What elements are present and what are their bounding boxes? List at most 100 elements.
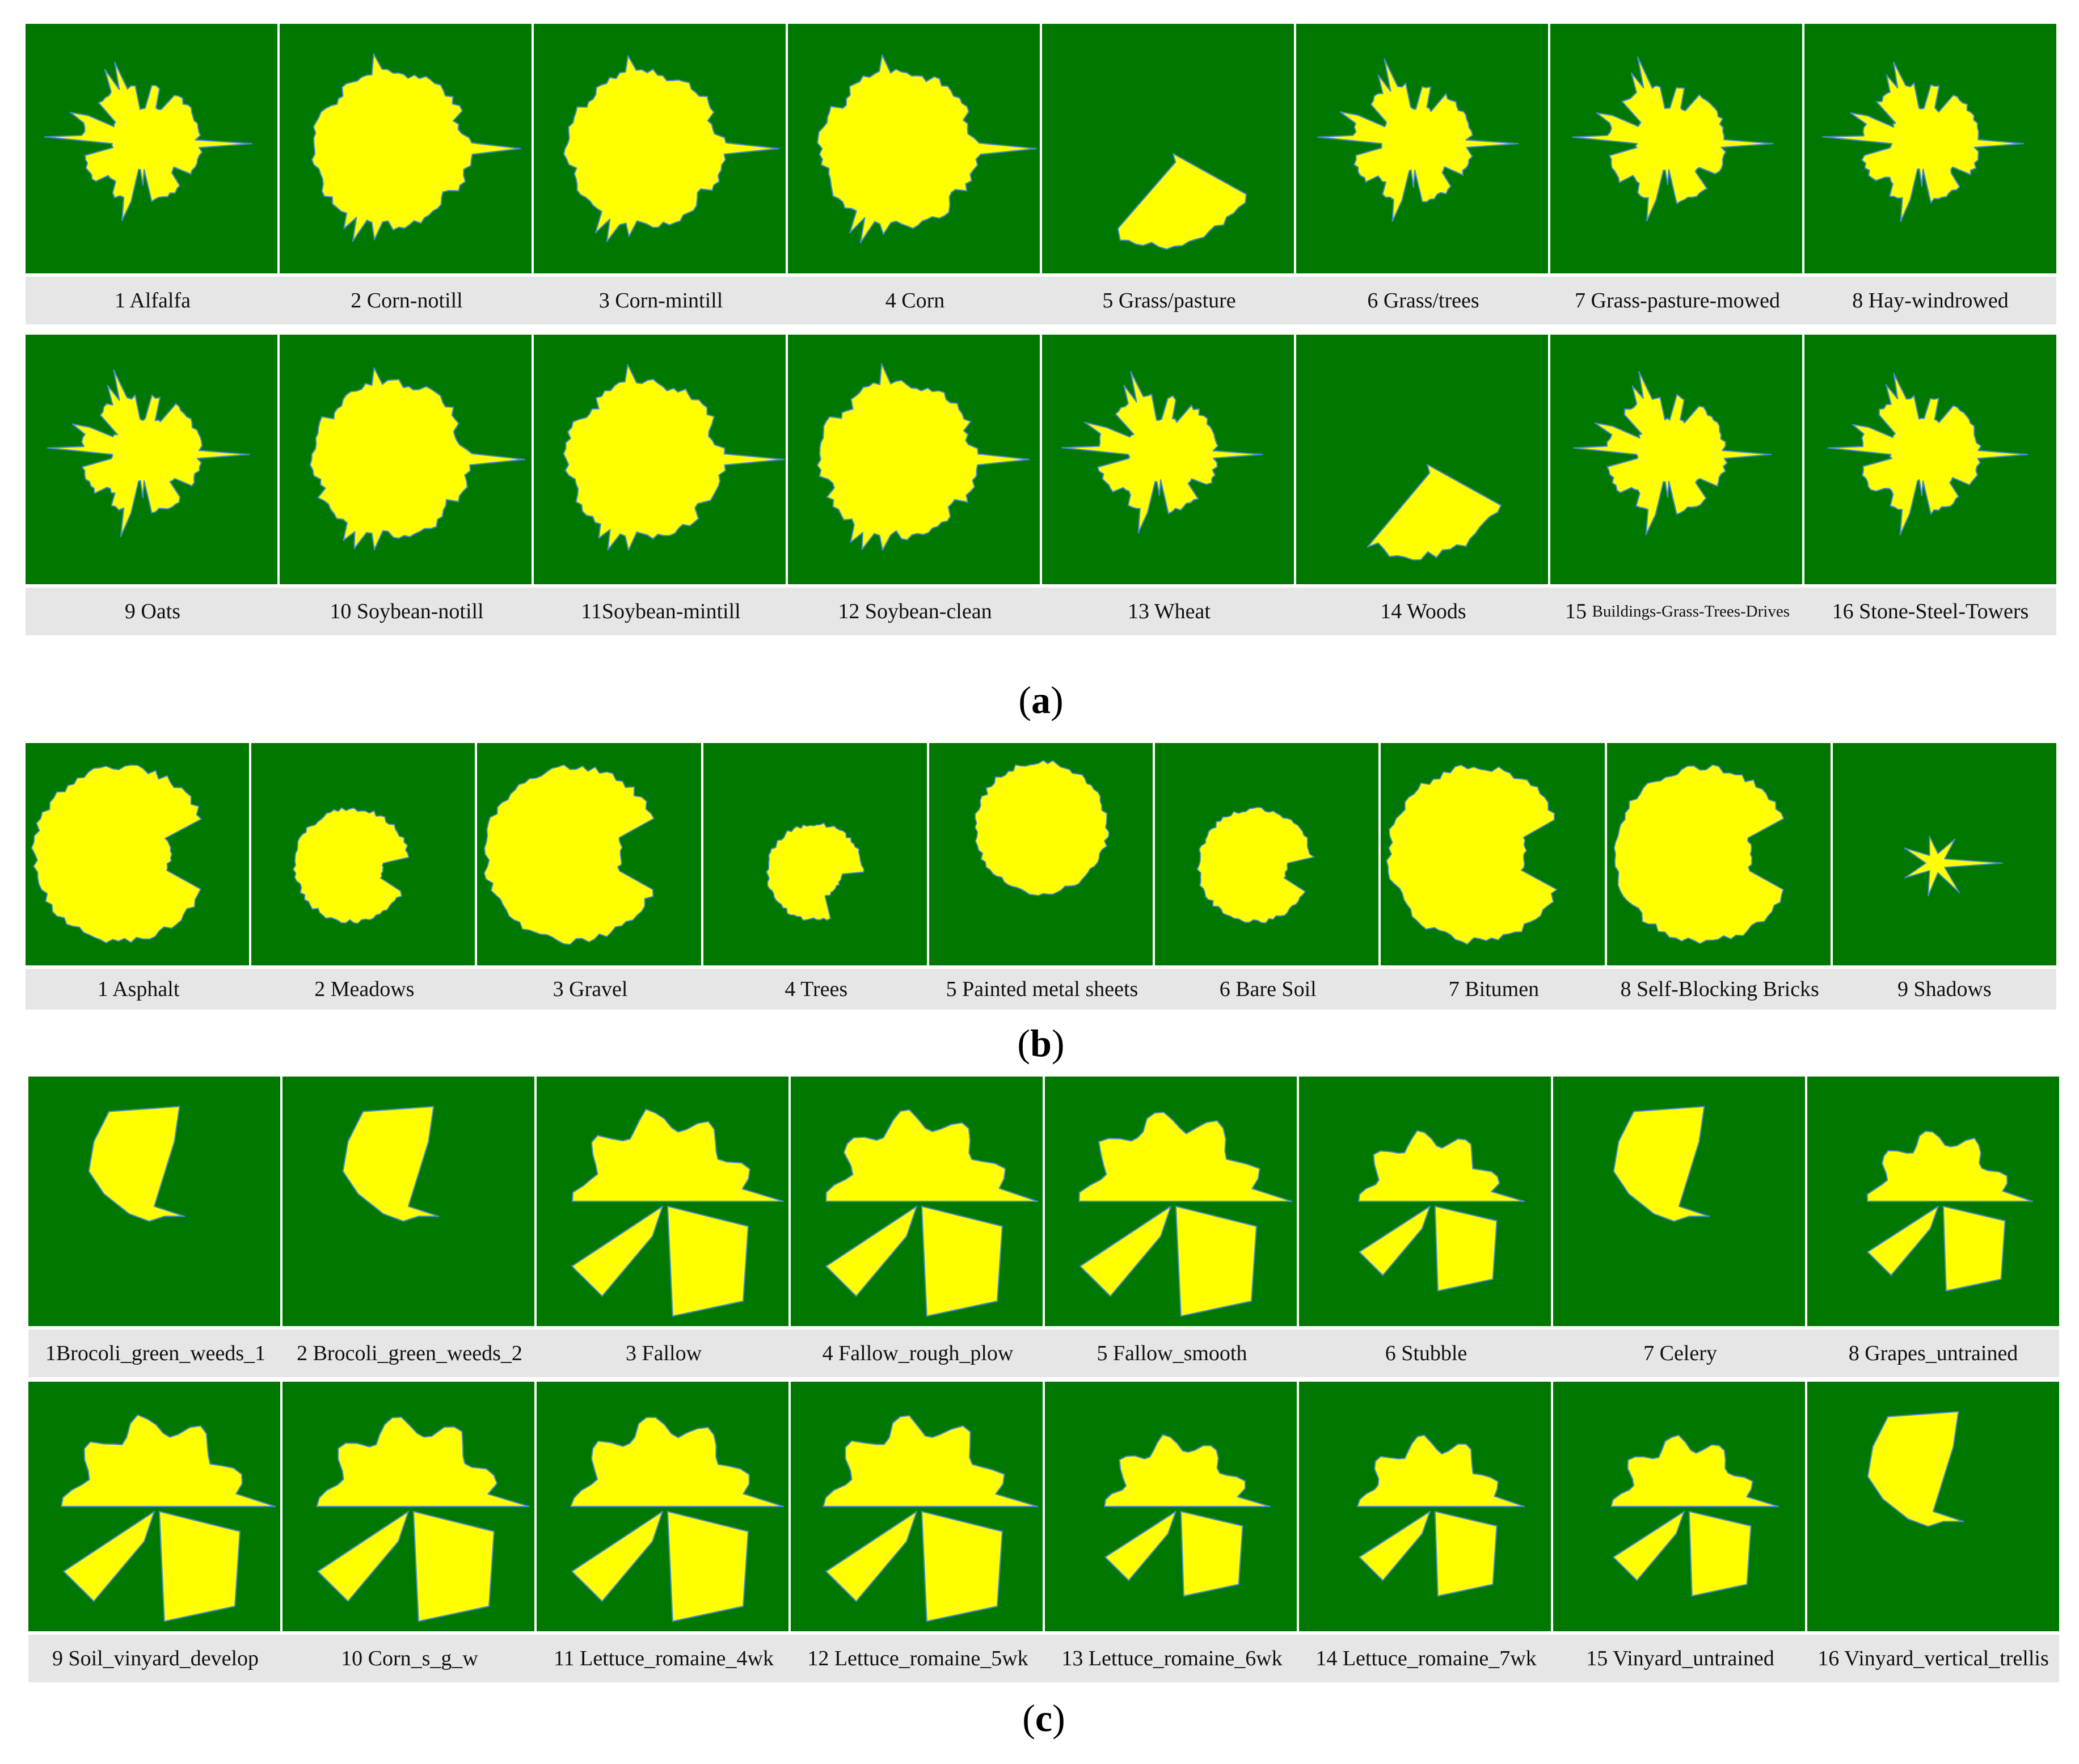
class-tile — [1802, 24, 2056, 273]
class-shape-plot — [563, 55, 780, 242]
class-label-text: 10 Soybean-notill — [330, 600, 484, 623]
class-label-text: 1 Asphalt — [97, 977, 180, 1001]
class-label: 13 Lettuce_romaine_6wk — [1045, 1635, 1299, 1682]
class-shape-plot — [484, 764, 655, 946]
panel-label-close: ) — [1051, 678, 1064, 721]
class-shape — [816, 363, 1030, 551]
class-shape-plot — [44, 61, 253, 221]
class-shape-plot — [1572, 56, 1774, 222]
class-tile — [1548, 335, 1802, 584]
class-label-text: 16 Vinyard_vertical_trellis — [1817, 1647, 2049, 1670]
class-label-text: 15 Vinyard_untrained — [1586, 1647, 1774, 1670]
class-label-text: 10 Corn_s_g_w — [341, 1647, 478, 1670]
class-label: 2 Meadows — [251, 969, 477, 1010]
class-shape — [342, 1105, 440, 1222]
class-label: 14 Lettuce_romaine_7wk — [1299, 1635, 1553, 1682]
class-label: 5 Fallow_smooth — [1045, 1330, 1299, 1377]
panel-label-open: ( — [1022, 1697, 1035, 1740]
class-label-text: 9 Oats — [124, 600, 181, 623]
class-label: 10 Corn_s_g_w — [282, 1635, 537, 1682]
panel-b-row-1 — [26, 743, 2056, 965]
class-label-text: 3 Corn-mintill — [598, 289, 723, 313]
class-label-text: 8 Hay-windrowed — [1852, 289, 2009, 313]
panel-a-row-2 — [26, 335, 2056, 584]
class-shape — [1061, 371, 1263, 534]
class-shape — [1117, 153, 1247, 250]
class-shape-plot — [292, 807, 410, 924]
class-shape — [563, 55, 780, 242]
class-tile — [1378, 743, 1605, 965]
panel-c-row-1 — [28, 1077, 2059, 1326]
class-tile — [1294, 24, 1548, 273]
class-label-text: 7 Bitumen — [1448, 977, 1540, 1001]
class-label-text: 2 Brocoli_green_weeds_2 — [297, 1341, 522, 1365]
class-label: 7 Bitumen — [1381, 969, 1606, 1010]
class-label-text: 3 Fallow — [625, 1341, 702, 1365]
class-shape — [1866, 1130, 2034, 1292]
class-label-small-text: Buildings-Grass-Trees-Drives — [1592, 602, 1790, 621]
class-tile — [1294, 335, 1548, 584]
class-tile — [926, 743, 1153, 965]
class-shape-plot — [1196, 807, 1315, 924]
class-label: 11Soybean-mintill — [534, 588, 788, 635]
class-shape — [1827, 373, 2029, 535]
class-label-text: 2 Corn-notill — [351, 289, 463, 313]
class-label: 2 Corn-notill — [280, 277, 534, 324]
panel-c-row-2 — [28, 1382, 2059, 1631]
class-label: 1 Asphalt — [26, 969, 251, 1010]
class-label-text: 14 Lettuce_romaine_7wk — [1315, 1647, 1537, 1670]
panel-label-c: (c) — [987, 1696, 1100, 1741]
class-shape — [316, 1416, 530, 1622]
class-shape — [1196, 807, 1315, 924]
class-shape-plot — [1356, 1434, 1525, 1597]
class-shape-plot — [1867, 1411, 1964, 1527]
class-tile — [1830, 743, 2056, 965]
class-label: 6 Bare Soil — [1155, 969, 1381, 1010]
class-shape-plot — [1317, 58, 1519, 222]
class-tile — [532, 24, 786, 273]
class-tile — [1805, 1382, 2059, 1631]
class-tile — [280, 1077, 534, 1326]
class-shape — [292, 807, 410, 924]
class-label-text: 13 Lettuce_romaine_6wk — [1061, 1647, 1283, 1670]
label-strip: 9 Oats 10 Soybean-notill 11Soybean-mintill… — [26, 588, 2056, 635]
class-shape-plot — [342, 1105, 440, 1222]
class-shape — [1386, 764, 1558, 945]
class-shape — [1572, 371, 1772, 535]
class-tile — [1297, 1382, 1551, 1631]
class-shape — [974, 759, 1110, 896]
class-tile — [1040, 335, 1294, 584]
class-tile — [1604, 743, 1831, 965]
class-shape-plot — [570, 1416, 785, 1622]
class-tile — [26, 24, 277, 273]
class-shape-plot — [1903, 835, 2004, 897]
class-tile — [788, 1077, 1043, 1326]
class-label-text: 1 Alfalfa — [114, 289, 191, 313]
class-label: 8 Hay-windrowed — [1804, 277, 2056, 324]
class-label: 16 Stone-Steel-Towers — [1804, 588, 2056, 635]
class-shape — [816, 54, 1037, 243]
class-tile — [277, 24, 532, 273]
class-tile — [26, 743, 250, 965]
class-label: 5 Grass/pasture — [1042, 277, 1296, 324]
class-tile — [1548, 24, 1802, 273]
class-tile — [1043, 1382, 1297, 1631]
class-shape-plot — [974, 759, 1110, 896]
label-strip: 1 Asphalt 2 Meadows 3 Gravel 4 Trees 5 Paint… — [26, 969, 2056, 1010]
class-label: 15 Buildings-Grass-Trees-Drives — [1550, 588, 1804, 635]
class-label-text: 2 Meadows — [314, 977, 415, 1001]
class-label: 4 Trees — [703, 969, 929, 1010]
class-shape-plot — [316, 1416, 530, 1622]
panel-label-letter: b — [1030, 1022, 1052, 1065]
class-shape — [1610, 1434, 1779, 1597]
class-shape-plot — [816, 54, 1037, 243]
class-label-text: 1Brocoli_green_weeds_1 — [45, 1341, 266, 1365]
class-label-text: 12 Soybean-clean — [838, 600, 992, 623]
class-label: 12 Lettuce_romaine_5wk — [791, 1635, 1045, 1682]
class-label: 9 Soil_vinyard_develop — [28, 1635, 282, 1682]
class-shape-plot — [1821, 61, 2024, 222]
class-shape — [1613, 764, 1784, 944]
class-label-text: 3 Gravel — [553, 977, 628, 1001]
class-tile — [1043, 1077, 1297, 1326]
class-label-text: 5 Painted metal sheets — [946, 977, 1138, 1001]
